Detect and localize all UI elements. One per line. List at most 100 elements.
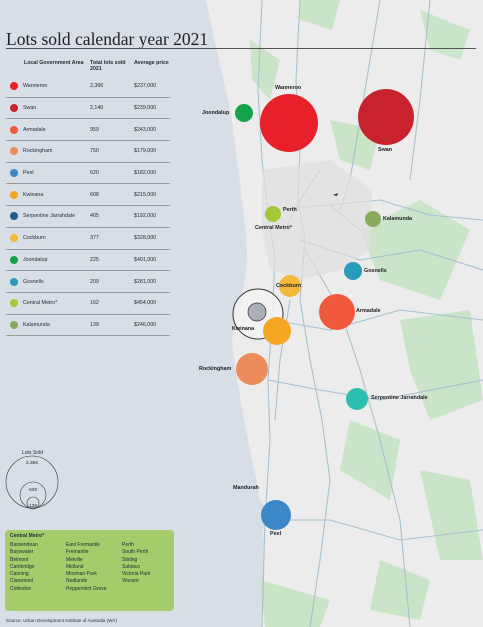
row-area-name: Gosnells bbox=[23, 278, 44, 285]
central-metro-suburb: Stirling bbox=[122, 556, 138, 563]
table-row: Serpentine Jarrahdale 405 $192,000 bbox=[6, 206, 170, 228]
bubble-swan bbox=[358, 89, 414, 145]
table-row: Central Metro* 162 $454,000 bbox=[6, 293, 170, 315]
row-color-dot bbox=[10, 299, 18, 308]
row-area: Swan bbox=[6, 104, 90, 113]
table-header: Local Government Area Total lots sold 20… bbox=[6, 60, 170, 76]
central-metro-suburb: Midland bbox=[66, 563, 84, 570]
central-metro-suburb: Claremont bbox=[10, 578, 34, 585]
row-price: $215,000 bbox=[134, 191, 157, 198]
row-area: Wanneroo bbox=[6, 82, 90, 91]
central-metro-suburb: Victoria Park bbox=[122, 571, 151, 578]
row-price: $179,000 bbox=[134, 148, 157, 155]
legend-circle-mid bbox=[19, 481, 47, 509]
row-lots: 2,366 bbox=[90, 83, 104, 90]
row-lots: 750 bbox=[90, 148, 99, 155]
central-metro-suburb-grid: Bassendean East Fremantle Perth Bayswater Fr… bbox=[10, 542, 169, 592]
row-area: Peel bbox=[6, 169, 90, 178]
table-row: Swan 2,140 $239,000 bbox=[6, 98, 170, 120]
ocean bbox=[0, 0, 265, 627]
central-metro-suburb: Vincent bbox=[122, 578, 139, 585]
central-metro-suburb: Fremantle bbox=[66, 549, 89, 556]
central-metro-suburb: Cambridge bbox=[10, 563, 35, 570]
central-metro-suburb: Bayswater bbox=[10, 549, 34, 556]
row-area-name: Rockingham bbox=[23, 148, 53, 155]
row-area: Armadale bbox=[6, 125, 90, 134]
label-serpentine-jarrahdale: Serpentine Jarrahdale bbox=[371, 395, 428, 401]
row-area: Gosnells bbox=[6, 277, 90, 286]
row-lots: 377 bbox=[90, 235, 99, 242]
table-row: Peel 620 $182,000 bbox=[6, 163, 170, 185]
bubble-kalamunda bbox=[365, 211, 381, 227]
row-price: $328,000 bbox=[134, 235, 157, 242]
row-area-name: Kwinana bbox=[23, 191, 44, 198]
row-lots: 959 bbox=[90, 126, 99, 133]
row-color-dot bbox=[10, 277, 18, 286]
label-central-metro: Central Metro* bbox=[255, 225, 292, 231]
row-area: Cockburn bbox=[6, 234, 90, 243]
legend-value-small: 139 bbox=[29, 504, 38, 509]
header-lots: Total lots sold 2021 bbox=[90, 60, 126, 72]
row-color-dot bbox=[10, 190, 18, 199]
bubble-serpentine-jarrahdale bbox=[346, 388, 368, 410]
row-area-name: Cockburn bbox=[23, 235, 46, 242]
airport-icon bbox=[333, 193, 338, 196]
label-perth: Perth bbox=[283, 207, 297, 213]
row-lots: 225 bbox=[90, 256, 99, 263]
central-metro-suburb bbox=[122, 586, 168, 592]
row-color-dot bbox=[10, 212, 18, 221]
header-price: Average price bbox=[134, 60, 169, 66]
row-lots: 2,140 bbox=[90, 105, 104, 112]
row-area: Kwinana bbox=[6, 190, 90, 199]
bubble-central-metro bbox=[265, 206, 281, 222]
row-lots: 209 bbox=[90, 278, 99, 285]
row-area-name: Peel bbox=[23, 170, 34, 177]
central-metro-box: Central Metro* Bassendean East Fremantle P… bbox=[5, 530, 174, 611]
table-row: Rockingham 750 $179,000 bbox=[6, 141, 170, 163]
row-color-dot bbox=[10, 169, 18, 178]
label-gosnells: Gosnells bbox=[364, 268, 387, 274]
row-area-name: Central Metro* bbox=[23, 300, 58, 307]
central-metro-suburb: Mosman Park bbox=[66, 571, 97, 578]
bubble-joondalup bbox=[235, 104, 253, 122]
row-color-dot bbox=[10, 234, 18, 243]
central-metro-title: Central Metro* bbox=[10, 533, 45, 539]
label-mandurah: Mandurah bbox=[233, 485, 259, 491]
row-area-name: Armadale bbox=[23, 126, 46, 133]
row-area-name: Wanneroo bbox=[23, 83, 48, 90]
legend-title: Lots Sold bbox=[22, 450, 43, 456]
row-lots: 139 bbox=[90, 321, 99, 328]
row-area-name: Serpentine Jarrahdale bbox=[23, 213, 76, 220]
row-area: Joondalup bbox=[6, 255, 90, 264]
bubble-kwinana bbox=[263, 317, 291, 345]
row-price: $239,000 bbox=[134, 105, 157, 112]
central-metro-suburb: East Fremantle bbox=[66, 542, 100, 548]
table-row: Cockburn 377 $328,000 bbox=[6, 228, 170, 250]
row-lots: 620 bbox=[90, 170, 99, 177]
central-metro-suburb: Melville bbox=[66, 556, 83, 563]
table-row: Kwinana 608 $215,000 bbox=[6, 184, 170, 207]
row-color-dot bbox=[10, 320, 18, 329]
central-metro-suburb: Perth bbox=[122, 542, 134, 548]
label-joondalup: Joondalup bbox=[202, 110, 230, 116]
row-area: Serpentine Jarrahdale bbox=[6, 212, 90, 221]
label-rockingham: Rockingham bbox=[199, 366, 232, 372]
row-area-name: Swan bbox=[23, 105, 37, 112]
parks bbox=[250, 0, 483, 627]
row-lots: 405 bbox=[90, 213, 99, 220]
legend-value-mid: 608 bbox=[29, 488, 38, 493]
page-title: Lots sold calendar year 2021 bbox=[6, 29, 209, 49]
row-color-dot bbox=[10, 125, 18, 134]
label-wanneroo: Wanneroo bbox=[275, 85, 302, 91]
row-color-dot bbox=[10, 147, 18, 156]
peel-inlet bbox=[230, 494, 267, 545]
header-area: Local Government Area bbox=[24, 60, 84, 66]
row-color-dot bbox=[10, 104, 18, 113]
bubble-rockingham bbox=[236, 353, 268, 385]
row-area: Central Metro* bbox=[6, 299, 90, 308]
central-metro-suburb: Cottesloe bbox=[10, 585, 32, 592]
row-area-name: Kalamunda bbox=[23, 321, 50, 328]
urban-area bbox=[262, 160, 372, 280]
table-row: Armadale 959 $243,000 bbox=[6, 119, 170, 142]
table-row: Joondalup 225 $401,000 bbox=[6, 250, 170, 272]
